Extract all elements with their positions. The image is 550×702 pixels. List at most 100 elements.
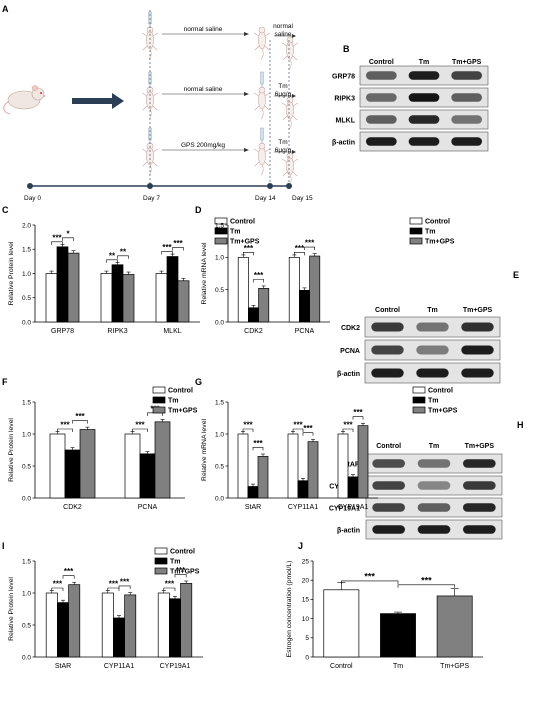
legend-label: Tm [230, 229, 241, 236]
endpoint-label: normal [273, 23, 293, 30]
y-tick-label: 1.0 [215, 255, 224, 262]
x-tick-label: RIPK3 [107, 328, 127, 335]
treatment-label: normal saline [184, 86, 223, 93]
significance-label: *** [254, 271, 264, 280]
significance-bracket [172, 247, 184, 251]
syringe-icon [260, 71, 264, 88]
significance-bracket [397, 584, 455, 588]
endpoint-label: saline [275, 31, 292, 38]
blot-lane-label: Tm [419, 59, 430, 66]
y-axis-label: Relative Protein level [8, 577, 15, 641]
mouse-day14-icon [253, 26, 271, 60]
bar [45, 273, 58, 323]
legend-swatch [409, 227, 423, 235]
significance-bracket [132, 428, 148, 432]
y-tick-label: 1.0 [22, 431, 31, 438]
blot-band [417, 503, 451, 512]
endpoint-label: 6μg/g [275, 147, 292, 154]
bar [67, 252, 80, 323]
bar [154, 421, 171, 499]
y-axis-label: Relative Protein level [8, 418, 15, 482]
significance-label: *** [173, 239, 183, 248]
significance-label: *** [364, 571, 375, 581]
y-tick-label: 0.5 [22, 622, 31, 629]
bar [257, 456, 269, 499]
significance-label: *** [353, 408, 363, 417]
legend-label: Control [168, 388, 193, 395]
blot-band [365, 93, 397, 102]
western-blot-b: B Control Tm Tm+GPS GRP78 RIPK3 MLKL β-actin [332, 44, 489, 152]
y-tick-label: 2.0 [22, 222, 31, 229]
x-tick-label: Tm [393, 663, 403, 670]
bar [169, 598, 181, 658]
blot-lane-label: Tm [429, 443, 440, 450]
significance-bracket [352, 416, 364, 420]
blot-lane-label: Tm+GPS [465, 443, 495, 450]
legend-label: Tm+GPS [425, 239, 455, 246]
y-tick-label: 0.0 [22, 319, 31, 326]
legend-label: Tm [428, 398, 439, 405]
panel-letter: F [2, 377, 8, 387]
significance-bracket [161, 251, 173, 255]
blot-lane-label: Control [376, 443, 401, 450]
bar [166, 256, 179, 323]
blot-band [463, 481, 496, 490]
significance-bracket [163, 587, 176, 591]
timeline: Day 0 Day 7 Day 14 Day 15 [24, 10, 313, 202]
legend-swatch [152, 406, 166, 414]
blot-protein-label: GRP78 [332, 74, 355, 81]
significance-bracket [62, 237, 74, 241]
x-tick-label: CYP19A1 [160, 663, 191, 670]
blot-band [463, 459, 496, 468]
panel-letter: C [2, 205, 9, 215]
blot-band [463, 503, 496, 512]
y-tick-label: 0.5 [215, 287, 224, 294]
bar [111, 264, 124, 323]
significance-bracket [294, 252, 305, 256]
significance-bracket [107, 587, 120, 591]
blot-band [416, 345, 449, 355]
significance-label: *** [64, 567, 74, 576]
bar [258, 288, 270, 323]
blot-band [461, 345, 494, 355]
y-tick-label: 20 [302, 578, 310, 585]
significance-bracket [342, 428, 354, 432]
blot-band [372, 481, 405, 490]
y-tick-label: 0.5 [215, 463, 224, 470]
bar [64, 449, 81, 499]
legend-label: Tm+GPS [428, 408, 458, 415]
significance-label: *** [343, 421, 353, 430]
significance-bracket [302, 432, 314, 436]
blot-protein-label: β-actin [337, 371, 360, 378]
significance-bracket [106, 259, 118, 263]
panel-letter: D [195, 205, 202, 215]
y-tick-label: 0.5 [22, 463, 31, 470]
significance-label: *** [53, 580, 63, 589]
chart-j: J 0 5 10 15 20 25 Estrogen concentration (pmol/… [286, 541, 483, 670]
bar [124, 594, 137, 658]
bar [100, 273, 113, 323]
legend-label: Tm [168, 398, 179, 405]
significance-label: *** [293, 421, 303, 430]
significance-label: *** [244, 244, 254, 253]
blot-band [417, 525, 451, 534]
significance-label: *** [135, 421, 145, 430]
significance-label: ** [109, 251, 116, 260]
blot-protein-label: PCNA [340, 348, 360, 355]
timeline-day7: Day 7 [143, 195, 160, 202]
blot-protein-label: CYP19A1 [329, 506, 360, 513]
panel-letter: I [2, 541, 5, 551]
significance-label: *** [60, 421, 70, 430]
blot-protein-label: β-actin [332, 140, 355, 147]
legend-label: Control [425, 219, 450, 226]
bar [357, 425, 369, 499]
y-tick-label: 1.5 [22, 399, 31, 406]
timeline-day15: Day 15 [292, 195, 313, 202]
significance-bracket [118, 585, 131, 589]
significance-bracket [253, 279, 264, 283]
panel-letter: J [298, 541, 303, 551]
blot-band [417, 481, 451, 490]
blot-band [408, 115, 440, 124]
legend-swatch [412, 396, 426, 404]
